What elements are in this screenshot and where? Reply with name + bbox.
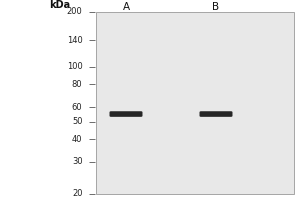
Text: kDa: kDa xyxy=(50,0,70,10)
Text: 100: 100 xyxy=(67,62,82,71)
Text: 80: 80 xyxy=(72,80,83,89)
Text: 30: 30 xyxy=(72,157,83,166)
Text: 200: 200 xyxy=(67,7,82,17)
FancyBboxPatch shape xyxy=(96,12,294,194)
Text: 140: 140 xyxy=(67,36,82,45)
Text: A: A xyxy=(122,2,130,12)
FancyBboxPatch shape xyxy=(110,111,142,117)
Text: 20: 20 xyxy=(72,190,83,198)
Text: 50: 50 xyxy=(72,117,83,126)
Text: B: B xyxy=(212,2,220,12)
Text: 60: 60 xyxy=(72,103,83,112)
Text: 40: 40 xyxy=(72,135,83,144)
FancyBboxPatch shape xyxy=(200,111,232,117)
